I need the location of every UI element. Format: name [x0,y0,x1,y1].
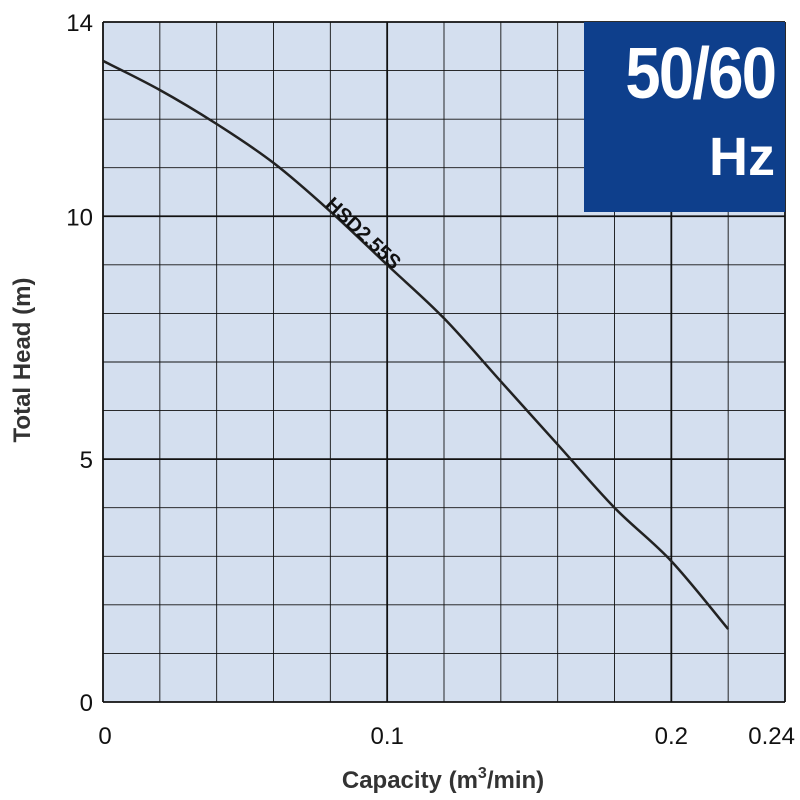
y-tick-label: 10 [66,204,93,231]
y-tick-label: 0 [80,690,93,717]
x-tick-label: 0 [98,723,111,750]
grid-lines [102,21,786,703]
x-tick-label: 0.24 [748,723,795,750]
y-tick-label: 14 [66,10,93,37]
frequency-value: 50/60 [625,34,777,114]
y-tick-label: 5 [80,447,93,474]
x-tick-label: 0.2 [655,723,688,750]
frequency-badge: 50/60 Hz [584,22,785,212]
y-axis-label: Total Head (m) [9,278,36,443]
x-tick-label: 0.1 [370,723,403,750]
series-line [102,59,730,630]
tick-labels: 0 5 10 14 0 0.1 0.2 0.24 [66,10,795,750]
x-axis-label: Capacity (m3/min) [342,765,544,794]
frequency-unit: Hz [709,127,775,187]
